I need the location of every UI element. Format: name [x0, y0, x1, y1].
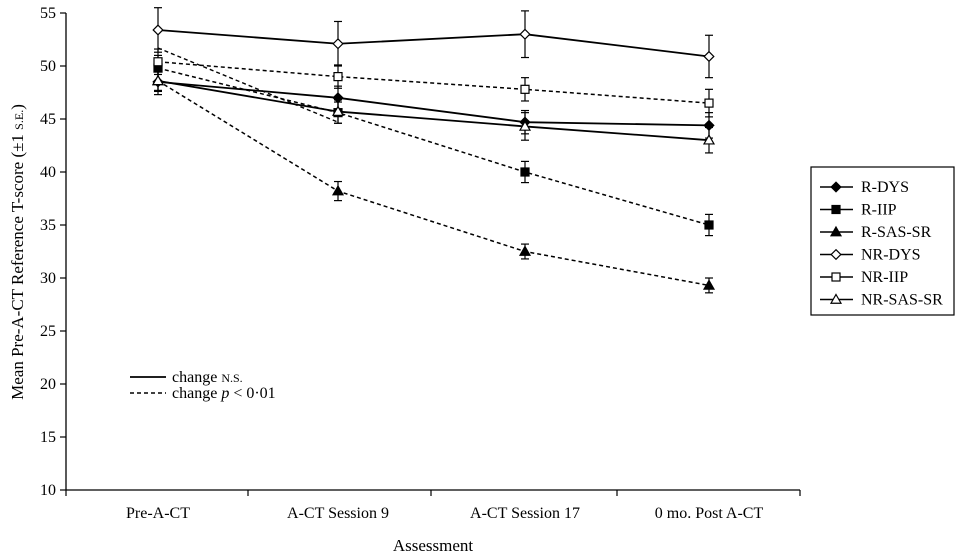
- line-style-note: change N.S. change p < 0·01: [130, 369, 276, 402]
- legend-label: R-SAS-SR: [861, 224, 932, 241]
- legend-item-r-sas-sr: R-SAS-SR: [820, 224, 932, 241]
- axes: 10 15 20 25 30 35 40 45 50 55 Pre-A-CT A-CT Sessio…: [40, 5, 801, 522]
- series-r-sas-sr: [151, 70, 716, 294]
- y-tick-label: 25: [40, 323, 56, 340]
- data-point-r-iip: [520, 167, 530, 177]
- note-dashed-change: change: [172, 385, 221, 402]
- series-line-r-sas-sr: [157, 80, 710, 287]
- note-dashed-rest: < 0·01: [229, 385, 275, 402]
- x-ticks: Pre-A-CT A-CT Session 9 A-CT Session 17 0 m…: [65, 490, 801, 522]
- y-tick-label: 40: [40, 164, 56, 181]
- legend-label: R-DYS: [861, 179, 909, 196]
- x-tick-label: A-CT Session 17: [470, 505, 580, 522]
- data-point-nr-iip: [704, 98, 714, 108]
- x-tick-label: Pre-A-CT: [126, 505, 190, 522]
- legend-label: R-IIP: [861, 202, 897, 219]
- y-tick-label: 10: [40, 482, 56, 499]
- legend-item-r-iip: R-IIP: [820, 202, 897, 219]
- legend-box: [810, 166, 955, 316]
- legend-item-nr-sas-sr: NR-SAS-SR: [820, 292, 943, 309]
- legend-label: NR-IIP: [861, 269, 908, 286]
- data-point-nr-dys: [703, 50, 715, 63]
- note-solid-label: change N.S.: [172, 369, 243, 386]
- legend-item-r-dys: R-DYS: [820, 179, 909, 196]
- note-solid-change: change: [172, 369, 221, 386]
- series-nr-iip: [153, 48, 714, 118]
- legend-item-nr-dys: NR-DYS: [820, 247, 921, 264]
- series-r-dys: [152, 68, 715, 139]
- series-nr-dys: [152, 7, 715, 79]
- x-tick-label: 0 mo. Post A-CT: [655, 505, 764, 522]
- series-connector: [157, 47, 339, 123]
- legend: R-DYS R-IIP R-SAS-SR NR-DYS NR-IIP NR-SAS-SR: [810, 166, 955, 316]
- legend-items: R-DYS R-IIP R-SAS-SR NR-DYS NR-IIP NR-SAS-SR: [820, 179, 943, 309]
- note-solid-ns: N.S.: [221, 371, 242, 385]
- series-line-nr-sas-sr: [157, 79, 710, 142]
- data-point-r-sas-sr: [702, 279, 716, 290]
- data-point-r-sas-sr: [518, 245, 532, 256]
- y-tick-label: 35: [40, 217, 56, 234]
- data-point-nr-dys: [152, 24, 164, 36]
- data-point-nr-sas-sr: [331, 105, 345, 116]
- legend-marker-r-sas-sr: [829, 225, 843, 237]
- legend-item-nr-iip: NR-IIP: [820, 269, 908, 286]
- y-axis-title: Mean Pre-A-CT Reference T-score (±1 S.E.…: [8, 104, 27, 400]
- y-ticks: 10 15 20 25 30 35 40 45 50 55: [40, 5, 66, 499]
- y-axis-title-end: ): [8, 104, 27, 110]
- series-line-nr-iip: [157, 61, 710, 104]
- y-axis-title-se: S.E.: [12, 110, 26, 130]
- legend-marker-nr-sas-sr: [829, 293, 843, 304]
- series-connector-line: [157, 47, 339, 123]
- y-tick-label: 55: [40, 5, 56, 22]
- series-layer: [151, 7, 716, 294]
- legend-marker-nr-iip: [831, 272, 841, 282]
- note-dashed-p: p: [220, 385, 229, 402]
- data-point-nr-sas-sr: [518, 120, 532, 131]
- data-point-nr-iip: [333, 71, 343, 82]
- data-point-r-sas-sr: [331, 184, 345, 196]
- legend-label: NR-DYS: [861, 247, 921, 264]
- x-tick-label: A-CT Session 9: [287, 505, 389, 522]
- note-dashed-label: change p < 0·01: [172, 385, 276, 402]
- x-axis-title: Assessment: [393, 536, 474, 555]
- y-tick-label: 50: [40, 58, 56, 75]
- y-axis-title-main: Mean Pre-A-CT Reference T-score (±1: [8, 130, 27, 400]
- legend-marker-r-iip: [831, 204, 841, 215]
- legend-marker-r-dys: [830, 181, 842, 193]
- series-nr-sas-sr: [151, 69, 716, 154]
- legend-marker-nr-dys: [830, 248, 842, 261]
- data-point-nr-iip: [153, 57, 163, 67]
- data-point-nr-sas-sr: [151, 74, 165, 86]
- series-line-nr-dys: [157, 29, 710, 58]
- data-point-nr-dys: [519, 28, 531, 40]
- y-tick-label: 15: [40, 429, 56, 446]
- series-line-r-iip: [157, 67, 710, 226]
- data-point-nr-iip: [520, 84, 530, 94]
- data-point-r-iip: [704, 220, 714, 230]
- data-point-nr-dys: [332, 38, 344, 50]
- data-point-nr-sas-sr: [702, 133, 716, 145]
- y-tick-label: 30: [40, 270, 56, 287]
- y-tick-label: 45: [40, 111, 56, 128]
- y-tick-label: 20: [40, 376, 56, 393]
- legend-label: NR-SAS-SR: [861, 292, 943, 309]
